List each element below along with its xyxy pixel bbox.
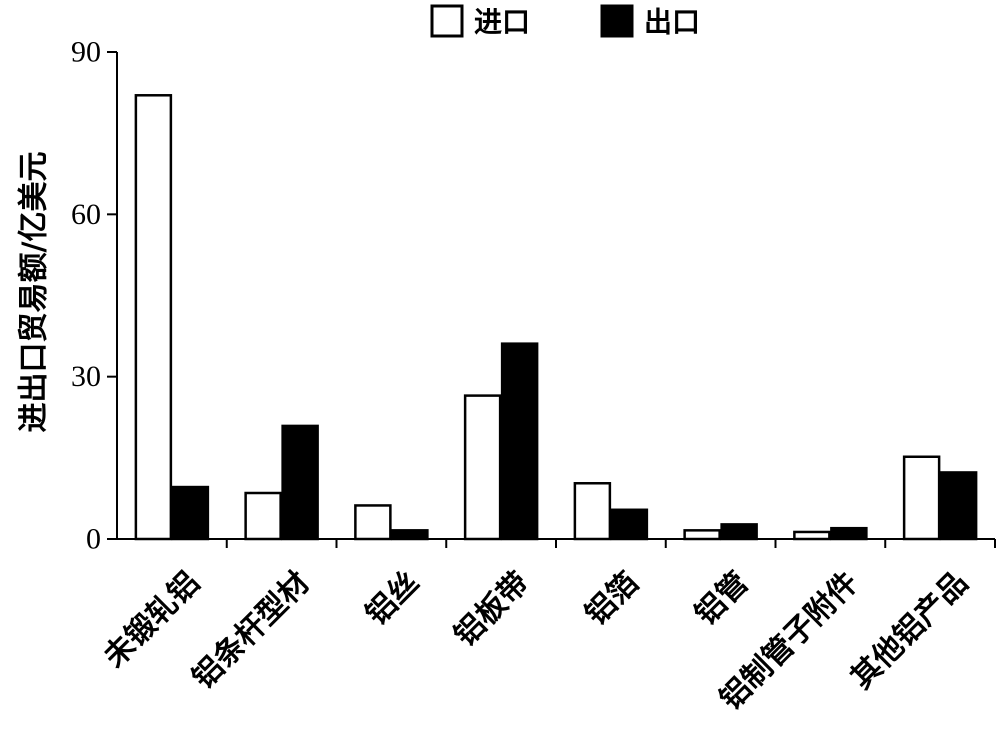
- y-tick-label: 0: [86, 523, 101, 556]
- x-category-label: 铝箔: [579, 565, 646, 632]
- legend: 进口 出口: [430, 4, 700, 39]
- x-category-label: 未锻轧铝: [97, 565, 207, 675]
- x-category-label: 铝板带: [448, 565, 536, 653]
- bar-import: [354, 504, 392, 541]
- y-axis-title: 进出口贸易额/亿美元: [17, 152, 52, 433]
- bar-export: [500, 342, 539, 541]
- legend-label: 进口: [474, 6, 530, 39]
- y-tick-label: 30: [71, 360, 101, 393]
- x-category-label: 铝条杆型材: [186, 565, 317, 696]
- legend-label: 出口: [644, 6, 700, 39]
- bar-export: [281, 424, 319, 541]
- bar-import: [463, 394, 502, 541]
- x-category-label: 铝丝: [359, 565, 426, 632]
- x-category-label: 其他铝产品: [844, 565, 975, 696]
- y-tick-label: 60: [71, 198, 101, 231]
- bar-export: [939, 471, 978, 541]
- bar-import: [134, 94, 173, 541]
- bar-export: [720, 523, 758, 541]
- y-axis: 0 30 60 90: [71, 36, 118, 556]
- legend-swatch: [600, 4, 634, 38]
- bar-import: [244, 491, 282, 541]
- bars: [134, 94, 978, 541]
- bar-export: [391, 529, 429, 541]
- bar-import: [573, 482, 612, 541]
- bar-import: [683, 529, 721, 541]
- x-category-label: 铝管: [688, 565, 755, 632]
- bar-import: [902, 455, 941, 541]
- legend-swatch: [430, 4, 464, 38]
- bar-import: [793, 530, 831, 541]
- bar-export: [610, 508, 649, 541]
- bar-export: [830, 526, 868, 541]
- y-tick-label: 90: [71, 36, 101, 69]
- bar-export: [171, 485, 210, 541]
